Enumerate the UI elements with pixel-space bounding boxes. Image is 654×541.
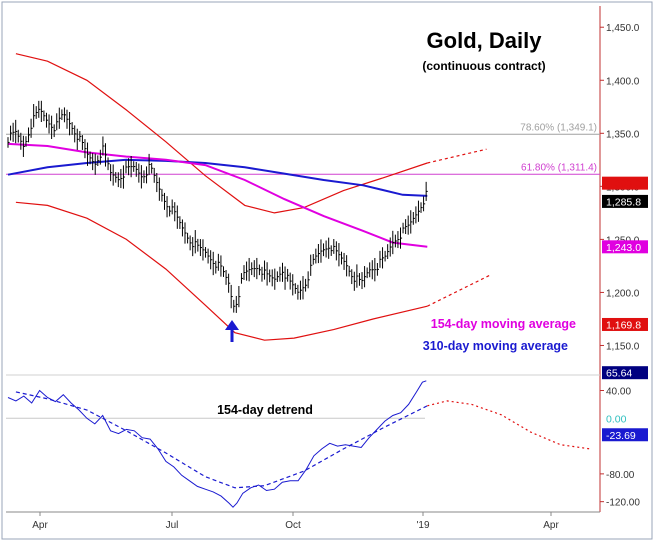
detrend-tick-label: -80.00 (606, 470, 635, 481)
ma154-line (7, 142, 428, 248)
detrend-flag-box (602, 366, 648, 380)
price-flag-label: 1,243.0 (606, 242, 641, 254)
x-tick-label: Apr (543, 520, 559, 531)
detrend-flag-box (602, 428, 648, 442)
x-tick-label: Oct (285, 520, 301, 531)
fib-level-label: 78.60% (1,349.1) (520, 122, 597, 133)
price-flag-box (602, 317, 648, 331)
detrend-tick-label: -120.00 (606, 498, 640, 509)
price-pane: 1,150.01,200.01,250.01,300.01,350.01,400… (6, 23, 648, 353)
fib-level-label: 61.80% (1,311.4) (521, 162, 597, 173)
price-tick-label: 1,400.0 (606, 76, 640, 87)
detrend-flag-label: 65.64 (606, 368, 632, 380)
x-tick-label: '19 (416, 520, 429, 531)
detrend-flag-label: -23.69 (606, 430, 636, 442)
price-flags: 1,303.0 1,285.8 1,243.0 1,169.8 (602, 176, 648, 331)
detrend-cycle-projection (427, 400, 591, 450)
price-flag-label: 1,169.8 (606, 319, 641, 331)
x-tick-label: Jul (166, 520, 179, 531)
x-tick-label: Apr (32, 520, 48, 531)
price-flag-label: 1,303.0 (606, 178, 641, 190)
detrend-axis: -120.00 -80.00 40.00 (600, 387, 640, 509)
detrend-flag-box (601, 411, 649, 426)
upper-cycle-band (15, 53, 428, 214)
price-flag-box (602, 240, 648, 254)
price-flag-box (602, 176, 648, 190)
detrend-title: 154-day detrend (217, 403, 313, 417)
chart-title: Gold, Daily (427, 28, 543, 53)
detrend-flag-label: 0.00 (606, 413, 627, 425)
detrend-pane: -120.00 -80.00 40.00 65.64 0.00 -23.69 154-d… (6, 366, 649, 509)
legend-ma154: 154-day moving average (431, 317, 576, 331)
detrend-tick-label: 40.00 (606, 387, 631, 398)
ma310-line (7, 158, 428, 197)
price-flag-label: 1,285.8 (606, 196, 641, 208)
detrend-flags: 65.64 0.00 -23.69 (601, 366, 649, 442)
x-axis: Apr Jul Oct '19 Apr (32, 512, 559, 531)
price-tick-label: 1,350.0 (606, 129, 640, 140)
chart-subtitle: (continuous contract) (422, 59, 545, 73)
upper-cycle-band-projection (427, 148, 487, 164)
low-arrow-icon (225, 320, 239, 342)
price-flag-box (602, 194, 648, 208)
price-tick-label: 1,200.0 (606, 288, 640, 299)
price-bars (7, 100, 428, 313)
price-tick-label: 1,150.0 (606, 341, 640, 352)
detrend-line (7, 380, 427, 508)
legend-ma310: 310-day moving average (423, 339, 568, 353)
lower-cycle-band (15, 201, 428, 341)
fibonacci-levels: 78.60% (1,349.1) 61.80% (1,311.4) (6, 122, 600, 175)
price-tick-label: 1,450.0 (606, 23, 640, 34)
